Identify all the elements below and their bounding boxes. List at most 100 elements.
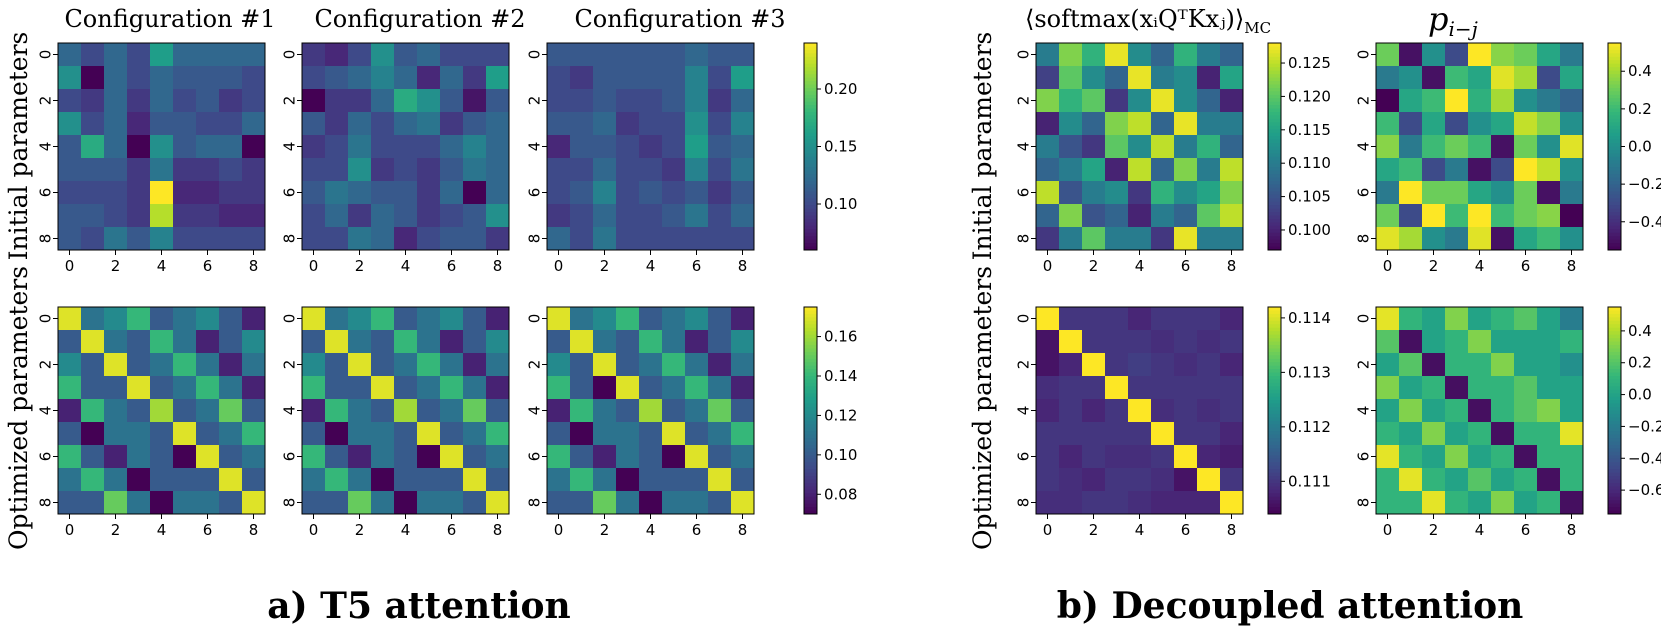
y-tick-label: 2	[1015, 96, 1033, 106]
heatmap-cell	[731, 66, 755, 90]
colorbar-segment	[804, 510, 817, 515]
colorbar-segment	[804, 43, 817, 47]
heatmap-cell	[1468, 330, 1492, 354]
heatmap-cell	[417, 227, 441, 251]
heatmap-cell	[1376, 181, 1400, 205]
heatmap-cell	[1059, 445, 1083, 469]
colorbar-segment	[1268, 184, 1281, 189]
colorbar-segment	[804, 413, 817, 418]
colorbar-segment	[804, 236, 817, 241]
colorbar-segment	[1268, 208, 1281, 213]
heatmap-cell	[242, 307, 266, 331]
heatmap-cell	[1376, 112, 1400, 136]
heatmap-cell	[1220, 89, 1244, 113]
heatmap-cell	[547, 399, 571, 423]
heatmap-cell	[1537, 135, 1561, 159]
colorbar-cb-dec-initial-p: 0.4 0.2 0.0 −0.2 −0.4	[1607, 42, 1661, 251]
heatmap-cell	[325, 227, 349, 251]
colorbar-segment	[804, 143, 817, 147]
heatmap-cell	[685, 445, 709, 469]
colorbar-segment	[1268, 139, 1281, 144]
colorbar-segment	[1608, 87, 1621, 92]
colorbar-segment	[1608, 201, 1621, 206]
heatmap-cell	[547, 158, 571, 182]
heatmap-cell	[547, 491, 571, 515]
colorbar-segment	[804, 358, 817, 363]
colorbar-segment	[1608, 372, 1621, 377]
heatmap-cell	[1059, 181, 1083, 205]
heatmap-cell	[463, 468, 487, 492]
colorbar-segment	[1268, 320, 1281, 325]
heatmap-t5-initial-1: 0 2 4 6 8 0 2 4 6 8	[37, 42, 266, 275]
colorbar-segment	[1268, 136, 1281, 141]
y-tick-label: 0	[1015, 50, 1033, 60]
heatmap-cell	[1514, 204, 1538, 228]
heatmap-cell	[1174, 112, 1198, 136]
heatmap-cell	[196, 204, 220, 228]
colorbar-segment	[804, 469, 817, 474]
heatmap-cell	[302, 181, 326, 205]
colorbar-tick-label: 0.100	[1288, 221, 1331, 239]
x-tick-label: 4	[1135, 257, 1145, 275]
y-tick-label: 4	[526, 406, 544, 416]
heatmap-cell	[1399, 204, 1423, 228]
colorbar-segment	[804, 489, 817, 494]
heatmap-cell	[708, 181, 732, 205]
heatmap-cell	[1197, 353, 1221, 377]
colorbar-segment	[1608, 139, 1621, 144]
x-tick-label: 0	[309, 521, 319, 539]
heatmap-cell	[639, 376, 663, 400]
heatmap-cell	[1422, 422, 1446, 446]
colorbar-segment	[1608, 70, 1621, 75]
heatmap-cell	[1491, 227, 1515, 251]
heatmap-cell	[196, 307, 220, 331]
colorbar-segment	[804, 98, 817, 103]
colorbar-segment	[1608, 341, 1621, 346]
heatmap-cell	[1128, 422, 1152, 446]
heatmap-cell	[708, 112, 732, 136]
heatmap-cell	[1399, 89, 1423, 113]
colorbar-segment	[1268, 146, 1281, 151]
colorbar-segment	[1268, 115, 1281, 120]
heatmap-cell	[593, 135, 617, 159]
colorbar-segment	[1608, 122, 1621, 127]
colorbar-segment	[1608, 118, 1621, 123]
heatmap-cell	[616, 135, 640, 159]
heatmap-cell	[1491, 181, 1515, 205]
x-tick-label: 4	[1475, 521, 1485, 539]
heatmap-cell	[1376, 445, 1400, 469]
heatmap-cell	[1422, 181, 1446, 205]
heatmap-cell	[1105, 376, 1129, 400]
heatmap-cell	[708, 330, 732, 354]
heatmap-cell	[104, 43, 128, 67]
colorbar-segment	[804, 167, 817, 172]
colorbar-segment	[804, 486, 817, 491]
colorbar-segment	[1608, 500, 1621, 505]
title-softmax-sub: MC	[1244, 19, 1271, 37]
heatmap-cell	[616, 204, 640, 228]
colorbar-segment	[804, 239, 817, 244]
heatmap-cell	[127, 422, 151, 446]
heatmap-cell	[1220, 445, 1244, 469]
x-tick-label: 0	[309, 257, 319, 275]
heatmap-cell	[173, 181, 197, 205]
heatmap-cell	[58, 112, 82, 136]
heatmap-cell	[325, 445, 349, 469]
heatmap-cell	[1036, 204, 1060, 228]
heatmap-cell	[685, 330, 709, 354]
colorbar-segment	[1268, 369, 1281, 374]
heatmap-cell	[1445, 227, 1469, 251]
heatmap-cell	[104, 158, 128, 182]
heatmap-cell	[547, 330, 571, 354]
colorbar-segment	[1268, 355, 1281, 360]
heatmap-cell	[1197, 181, 1221, 205]
heatmap-cell	[570, 135, 594, 159]
heatmap-cell	[1197, 491, 1221, 515]
colorbar-segment	[1268, 386, 1281, 391]
heatmap-cell	[685, 112, 709, 136]
colorbar-tick-label: 0.08	[824, 485, 857, 503]
heatmap-cell	[219, 399, 243, 423]
colorbar-segment	[804, 101, 817, 106]
heatmap-cell	[1422, 491, 1446, 515]
title-config-1: Configuration #1	[64, 5, 275, 33]
